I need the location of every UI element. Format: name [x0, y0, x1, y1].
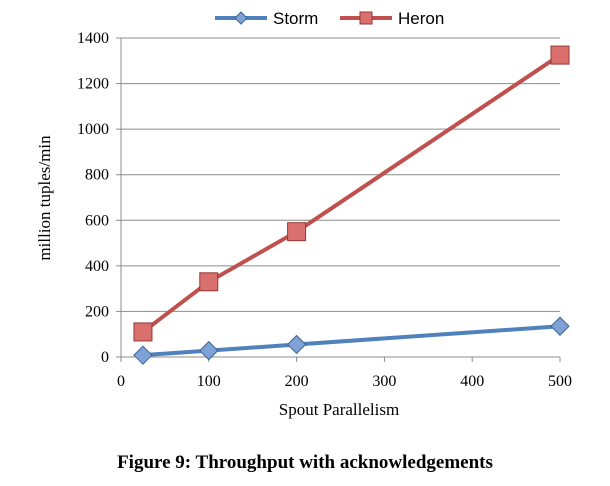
- legend-marker-heron: [359, 11, 373, 25]
- series-heron: [133, 45, 570, 342]
- data-point-heron: [199, 272, 219, 292]
- legend-label-storm: Storm: [273, 9, 318, 28]
- data-point-storm: [199, 340, 219, 361]
- x-tick-labels: 0 100 200 300 400 500: [117, 373, 572, 390]
- x-tick-label: 100: [197, 373, 221, 390]
- data-point-storm: [286, 334, 307, 355]
- y-tick-label: 600: [85, 212, 109, 229]
- y-tick-label: 0: [101, 349, 109, 366]
- legend: Storm Heron: [215, 9, 444, 28]
- legend-item-storm: Storm: [215, 9, 318, 28]
- chart: 0 200 400 600 800 1000 1200 1400 0 100 200 300 400 5…: [35, 9, 572, 419]
- x-tick-label: 300: [372, 373, 396, 390]
- series-line-storm: [142, 324, 561, 358]
- data-point-heron: [287, 222, 307, 242]
- data-point-storm: [133, 345, 153, 365]
- series-group: [133, 45, 570, 365]
- legend-label-heron: Heron: [398, 9, 444, 28]
- data-point-heron: [133, 322, 153, 342]
- series-storm: [133, 316, 570, 365]
- x-tick-label: 500: [548, 373, 572, 390]
- axes: [116, 37, 561, 362]
- y-tick-label: 200: [85, 303, 109, 320]
- x-axis-title: Spout Parallelism: [279, 400, 399, 419]
- y-axis-title: million tuples/min: [35, 135, 54, 261]
- x-tick-label: 0: [117, 373, 125, 390]
- gridlines: [121, 37, 560, 312]
- y-tick-label: 1200: [77, 76, 109, 93]
- data-point-heron: [550, 45, 570, 65]
- y-tick-label: 1400: [77, 30, 109, 47]
- data-point-storm: [550, 316, 570, 336]
- x-tick-label: 400: [460, 373, 484, 390]
- y-tick-label: 400: [85, 258, 109, 275]
- series-line-heron: [141, 53, 562, 334]
- y-tick-labels: 0 200 400 600 800 1000 1200 1400: [77, 30, 109, 366]
- legend-marker-storm: [234, 11, 248, 25]
- legend-item-heron: Heron: [340, 9, 444, 28]
- figure-caption: Figure 9: Throughput with acknowledgemen…: [117, 452, 493, 473]
- y-tick-label: 800: [85, 167, 109, 184]
- y-tick-label: 1000: [77, 121, 109, 138]
- x-tick-label: 200: [285, 373, 309, 390]
